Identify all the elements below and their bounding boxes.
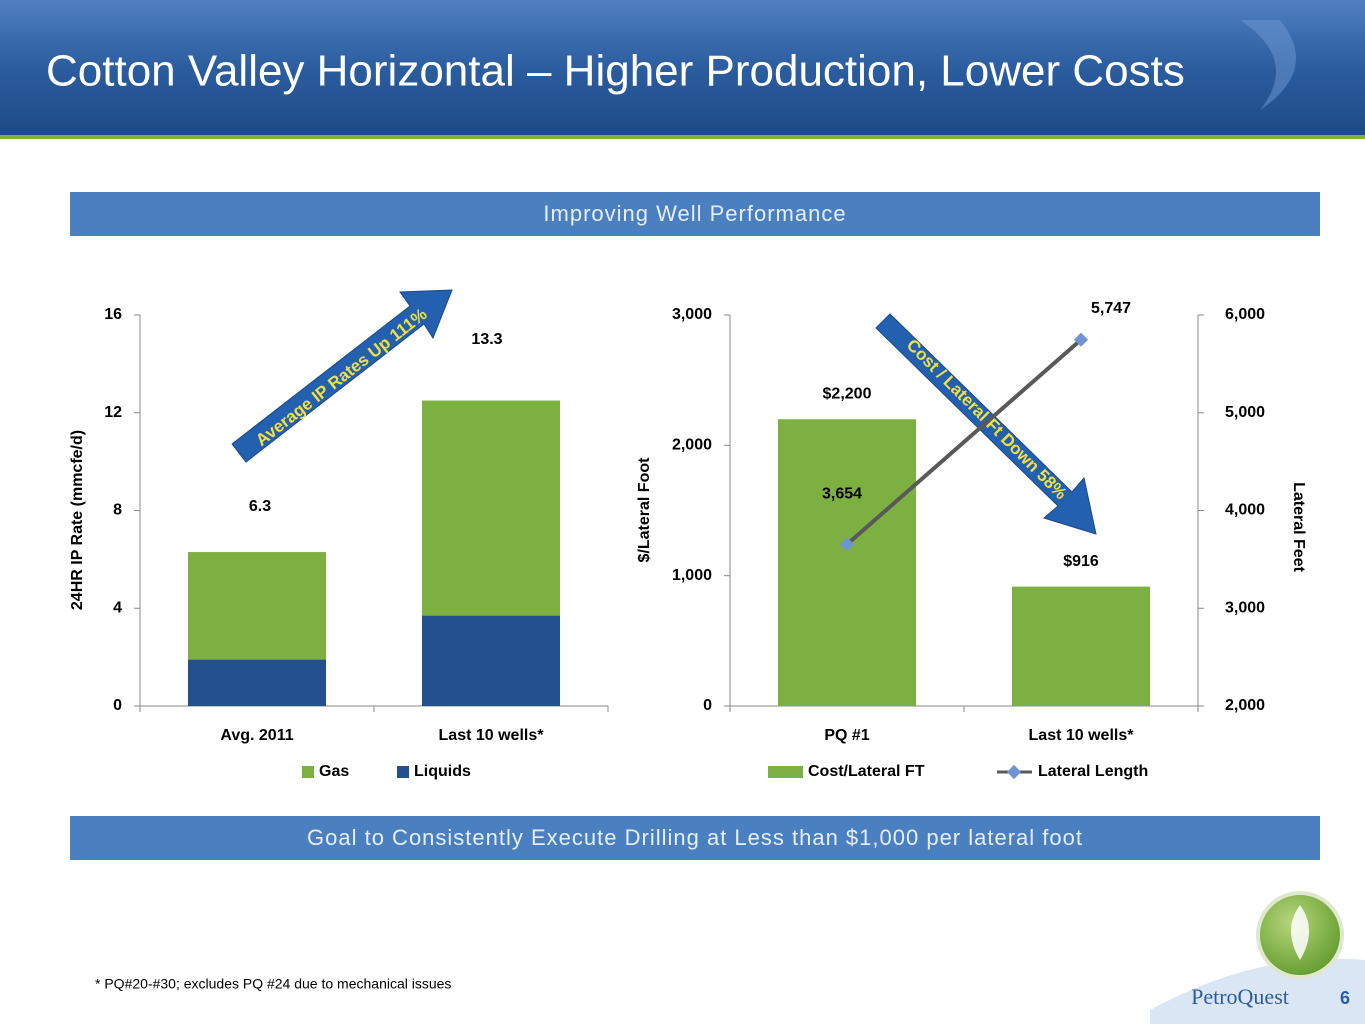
logo-text: PetroQuest: [1191, 984, 1289, 1009]
y2-tick-label: 3,000: [1225, 599, 1265, 616]
bar-segment: [187, 659, 327, 706]
y-axis-title: $/Lateral Foot: [636, 457, 653, 563]
legend-swatch: [768, 766, 803, 778]
y2-axis-title: Lateral Feet: [1290, 482, 1307, 572]
data-label: $916: [1063, 553, 1099, 570]
header-bar: [0, 0, 1365, 135]
y2-tick-label: 2,000: [1225, 697, 1265, 714]
y-tick-label: 4: [113, 599, 122, 616]
y-tick-label: 2,000: [672, 437, 712, 454]
legend-marker: [1006, 764, 1022, 780]
data-label: $2,200: [823, 385, 872, 402]
total-label: 6.3: [249, 498, 271, 515]
x-tick-label: PQ #1: [824, 727, 869, 744]
arrow-label: Cost / Lateral Ft Down 58%: [903, 335, 1071, 503]
y-axis-title: 24HR IP Rate (mmcfe/d): [69, 430, 86, 610]
y2-tick-label: 6,000: [1225, 306, 1265, 323]
legend-label: Liquids: [414, 763, 471, 780]
up-arrow: [231, 289, 453, 463]
data-label: 5,747: [1091, 300, 1131, 317]
total-label: 13.3: [471, 331, 502, 348]
legend-label: Lateral Length: [1038, 763, 1148, 780]
banner: [70, 192, 1320, 236]
y-tick-label: 16: [104, 306, 122, 323]
line: [845, 338, 1083, 546]
bar-segment: [421, 400, 561, 616]
banner: [70, 816, 1320, 860]
y-tick-label: 0: [703, 697, 712, 714]
y-tick-label: 1,000: [672, 567, 712, 584]
logo-flame: [1291, 905, 1309, 960]
legend-label: Cost/Lateral FT: [808, 763, 925, 780]
x-tick-label: Last 10 wells*: [439, 727, 545, 744]
banner-text: Goal to Consistently Execute Drilling at…: [307, 825, 1083, 850]
bar-segment: [187, 552, 327, 660]
slide-title: Cotton Valley Horizontal – Higher Produc…: [46, 47, 1185, 96]
bar-segment: [421, 615, 561, 706]
line-marker: [839, 537, 855, 552]
legend-label: Gas: [319, 763, 349, 780]
x-tick-label: Avg. 2011: [220, 727, 293, 744]
legend-swatch: [397, 766, 409, 778]
y-tick-label: 3,000: [672, 306, 712, 323]
y2-tick-label: 5,000: [1225, 404, 1265, 421]
page-number: 6: [1340, 988, 1350, 1008]
bar: [1011, 586, 1151, 706]
y-tick-label: 8: [113, 502, 122, 519]
data-label: 3,654: [822, 486, 862, 503]
legend-swatch: [302, 766, 314, 778]
bar: [777, 419, 917, 706]
y-tick-label: 12: [104, 404, 122, 421]
y-tick-label: 0: [113, 697, 122, 714]
header-swoosh: [1240, 20, 1296, 110]
arrow-label: Average IP Rates Up 111%: [252, 305, 431, 450]
line-marker: [1073, 332, 1089, 347]
footnote: * PQ#20-#30; excludes PQ #24 due to mech…: [95, 976, 451, 992]
y2-tick-label: 4,000: [1225, 502, 1265, 519]
banner-text: Improving Well Performance: [543, 201, 846, 226]
header-rule: [0, 135, 1365, 139]
x-tick-label: Last 10 wells*: [1029, 727, 1135, 744]
